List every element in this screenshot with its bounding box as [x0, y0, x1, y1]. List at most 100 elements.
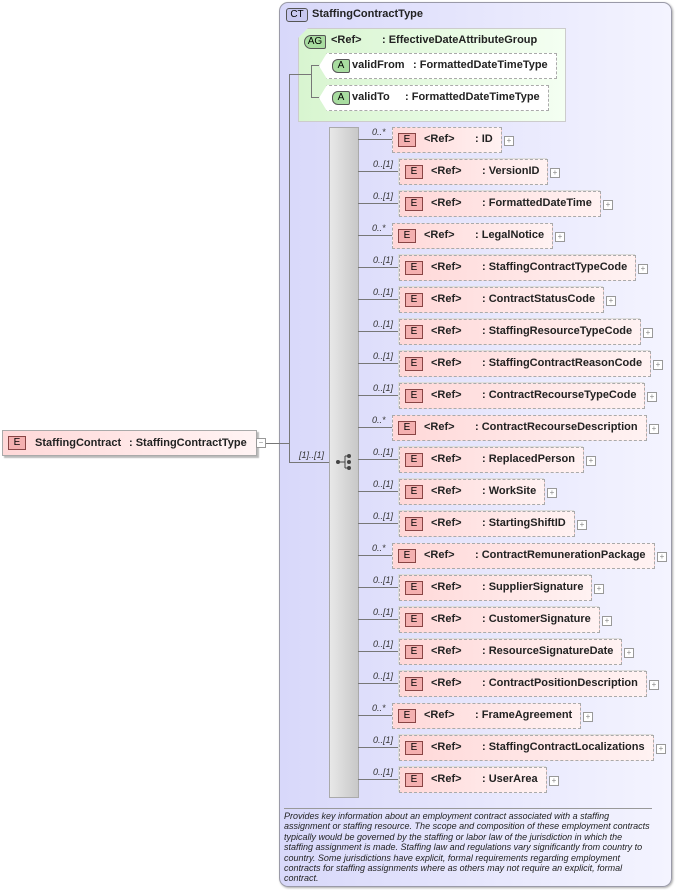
attribute-name: validFrom [352, 59, 405, 71]
element-name: : UserArea [482, 773, 538, 785]
element-badge: E [398, 549, 416, 563]
expand-icon[interactable]: + [606, 296, 616, 306]
element-ref: <Ref> [431, 773, 462, 785]
expand-icon[interactable]: + [624, 648, 634, 658]
collapse-icon[interactable]: − [256, 438, 266, 448]
element-cardinality: 0..[1] [373, 383, 394, 393]
expand-icon[interactable]: + [547, 488, 557, 498]
root-element[interactable]: E StaffingContract : StaffingContractTyp… [2, 430, 257, 456]
element-badge: E [405, 165, 423, 179]
sequence-icon [336, 454, 351, 470]
element-badge: E [405, 773, 423, 787]
element-cardinality: 0..[1] [373, 351, 394, 361]
element-box[interactable]: E <Ref> : ContractPositionDescription [399, 671, 647, 697]
element-box[interactable]: E <Ref> : StaffingContractTypeCode [399, 255, 637, 281]
expand-icon[interactable]: + [602, 616, 612, 626]
element-cardinality: 0..[1] [373, 671, 394, 681]
element-badge: E [405, 293, 423, 307]
element-box[interactable]: E <Ref> : UserArea [399, 767, 547, 793]
element-cardinality: 0..* [372, 223, 386, 233]
element-box[interactable]: E <Ref> : WorkSite [399, 479, 546, 505]
element-box[interactable]: E <Ref> : StartingShiftID [399, 511, 575, 537]
element-box[interactable]: E <Ref> : FormattedDateTime [399, 191, 601, 217]
attribute-group-badge: AG [304, 35, 326, 49]
expand-icon[interactable]: + [649, 424, 659, 434]
element-cardinality: 0..[1] [373, 319, 394, 329]
expand-icon[interactable]: + [649, 680, 659, 690]
element-box[interactable]: E <Ref> : CustomerSignature [399, 607, 600, 633]
element-box[interactable]: E <Ref> : VersionID [399, 159, 549, 185]
expand-icon[interactable]: + [647, 392, 657, 402]
expand-icon[interactable]: + [555, 232, 565, 242]
expand-icon[interactable]: + [577, 520, 587, 530]
element-name: : FormattedDateTime [482, 197, 592, 209]
expand-icon[interactable]: + [643, 328, 653, 338]
element-box[interactable]: E <Ref> : ReplacedPerson [399, 447, 584, 473]
expand-icon[interactable]: + [653, 360, 663, 370]
element-name: : FrameAgreement [475, 709, 573, 721]
element-ref: <Ref> [431, 677, 462, 689]
element-box[interactable]: E <Ref> : ResourceSignatureDate [399, 639, 623, 665]
element-box[interactable]: E <Ref> : ContractRecourseDescription [392, 415, 647, 441]
root-element-name: StaffingContract [35, 437, 122, 449]
element-cardinality: 0..[1] [373, 767, 394, 777]
element-ref: <Ref> [431, 453, 462, 465]
element-name: : StaffingContractReasonCode [482, 357, 643, 369]
element-box[interactable]: E <Ref> : LegalNotice [392, 223, 554, 249]
element-name: : StartingShiftID [482, 517, 566, 529]
attribute-type: : FormattedDateTimeType [413, 59, 548, 71]
element-ref: <Ref> [431, 293, 462, 305]
element-name: : WorkSite [482, 485, 537, 497]
element-ref: <Ref> [431, 389, 462, 401]
documentation-text: Provides key information about an employ… [284, 808, 652, 884]
expand-icon[interactable]: + [583, 712, 593, 722]
element-ref: <Ref> [431, 357, 462, 369]
element-box[interactable]: E <Ref> : SupplierSignature [399, 575, 593, 601]
expand-icon[interactable]: + [594, 584, 604, 594]
element-ref: <Ref> [431, 645, 462, 657]
element-badge: E [405, 677, 423, 691]
expand-icon[interactable]: + [586, 456, 596, 466]
element-badge: E [398, 229, 416, 243]
element-badge: E [405, 645, 423, 659]
element-box[interactable]: E <Ref> : StaffingContractReasonCode [399, 351, 652, 377]
complex-type-badge: CT [286, 8, 308, 22]
element-box[interactable]: E <Ref> : ContractRecourseTypeCode [399, 383, 646, 409]
attribute-badge: A [332, 91, 350, 105]
element-cardinality: 0..[1] [373, 511, 394, 521]
element-ref: <Ref> [431, 261, 462, 273]
attribute-validfrom[interactable]: A validFrom : FormattedDateTimeType [319, 53, 557, 79]
attribute-group-ref: <Ref> [331, 34, 362, 46]
root-element-type: : StaffingContractType [129, 437, 247, 449]
element-badge: E [398, 133, 416, 147]
element-box[interactable]: E <Ref> : StaffingResourceTypeCode [399, 319, 642, 345]
expand-icon[interactable]: + [504, 136, 514, 146]
attribute-validto[interactable]: A validTo : FormattedDateTimeType [319, 85, 549, 111]
attribute-group-name: : EffectiveDateAttributeGroup [382, 34, 538, 46]
element-box[interactable]: E <Ref> : ContractStatusCode [399, 287, 605, 313]
expand-icon[interactable]: + [550, 168, 560, 178]
element-cardinality: 0..* [372, 543, 386, 553]
element-box[interactable]: E <Ref> : ID [392, 127, 502, 153]
element-box[interactable]: E <Ref> : StaffingContractLocalizations [399, 735, 654, 761]
expand-icon[interactable]: + [656, 744, 666, 754]
expand-icon[interactable]: + [657, 552, 667, 562]
expand-icon[interactable]: + [603, 200, 613, 210]
element-ref: <Ref> [431, 197, 462, 209]
element-ref: <Ref> [431, 613, 462, 625]
element-name: : StaffingResourceTypeCode [482, 325, 633, 337]
element-badge: E [405, 741, 423, 755]
expand-icon[interactable]: + [549, 776, 559, 786]
element-cardinality: 0..[1] [373, 575, 394, 585]
element-name: : ID [475, 133, 493, 145]
element-ref: <Ref> [424, 709, 455, 721]
element-box[interactable]: E <Ref> : ContractRemunerationPackage [392, 543, 655, 569]
element-badge: E [405, 453, 423, 467]
expand-icon[interactable]: + [638, 264, 648, 274]
element-box[interactable]: E <Ref> : FrameAgreement [392, 703, 582, 729]
complex-type-name: StaffingContractType [312, 8, 424, 20]
element-cardinality: 0..[1] [373, 639, 394, 649]
element-name: : ContractStatusCode [482, 293, 596, 305]
element-badge: E [405, 517, 423, 531]
element-cardinality: 0..* [372, 703, 386, 713]
